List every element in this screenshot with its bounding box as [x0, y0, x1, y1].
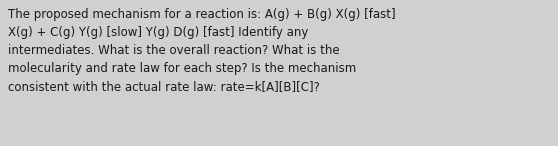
Text: The proposed mechanism for a reaction is: A(g) + B(g) X(g) [fast]
X(g) + C(g) Y(: The proposed mechanism for a reaction is… — [8, 8, 396, 93]
